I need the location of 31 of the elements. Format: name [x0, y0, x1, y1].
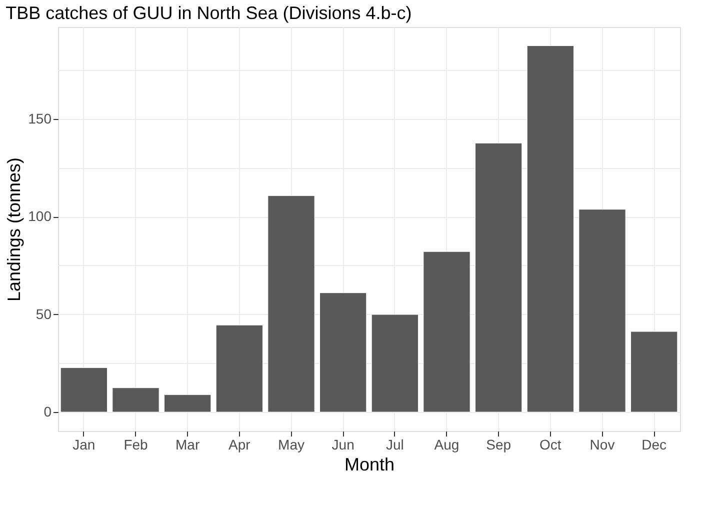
x-tick-label: Mar: [176, 436, 200, 452]
x-tick-label: Dec: [642, 436, 667, 452]
x-tick-label: Sep: [486, 436, 512, 452]
x-tick-label: Nov: [590, 436, 615, 452]
x-tick-label: Jun: [332, 436, 354, 452]
bar: [112, 388, 160, 412]
y-tick-label: 50: [36, 306, 52, 322]
bar: [526, 46, 574, 412]
x-axis-title: Month: [344, 454, 395, 474]
bar: [630, 331, 678, 412]
bar: [268, 195, 315, 412]
bar: [60, 367, 108, 412]
y-tick-label: 150: [28, 110, 52, 126]
y-tick-label: 100: [28, 208, 52, 224]
x-tick-label: Jul: [386, 436, 404, 452]
y-axis-title: Landings (tonnes): [4, 157, 24, 302]
chart-title: TBB catches of GUU in North Sea (Divisions 4.b-c): [6, 3, 412, 23]
y-tick-label: 0: [44, 404, 52, 420]
bar: [578, 209, 626, 412]
bar: [320, 292, 367, 412]
x-tick-label: May: [278, 436, 304, 452]
bar: [475, 142, 522, 412]
x-tick-label: Aug: [434, 436, 460, 452]
bar: [216, 324, 263, 412]
x-tick-label: Feb: [124, 436, 148, 452]
x-tick-label: Apr: [228, 436, 251, 452]
bar: [423, 251, 470, 412]
x-tick-label: Jan: [72, 436, 96, 452]
x-tick-label: Oct: [540, 436, 562, 452]
bar: [371, 314, 418, 412]
bar: [164, 394, 212, 412]
